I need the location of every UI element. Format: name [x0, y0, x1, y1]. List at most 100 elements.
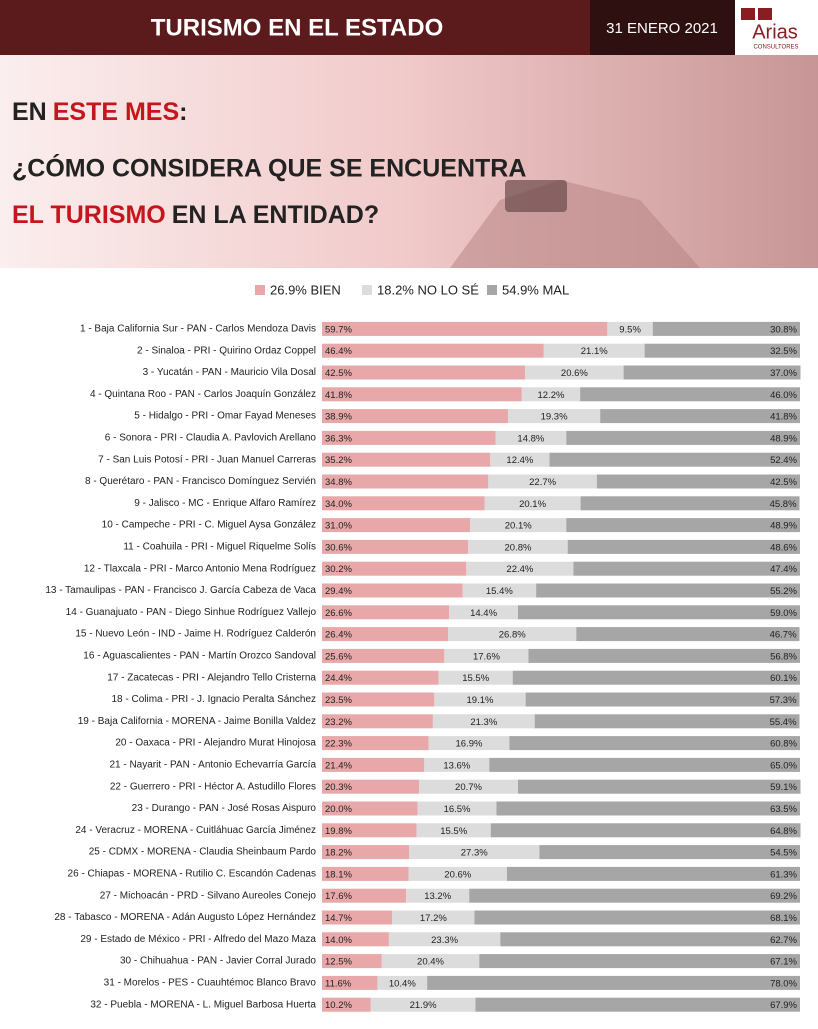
- legend-swatch: [255, 285, 265, 295]
- value-label: 56.8%: [770, 651, 797, 662]
- bar-segment: [322, 866, 409, 881]
- category-label: 1 - Baja California Sur - PAN - Carlos M…: [80, 324, 316, 335]
- category-label: 26 - Chiapas - MORENA - Rutilio C. Escan…: [68, 869, 316, 880]
- value-label: 21.1%: [581, 346, 608, 357]
- bar-segment: [475, 997, 800, 1012]
- bar-segment: [566, 430, 800, 445]
- logo-sub: CONSULTORES: [753, 45, 798, 51]
- category-label: 29 - Estado de México - PRI - Alfredo de…: [80, 934, 316, 945]
- value-label: 17.6%: [473, 651, 500, 662]
- legend-label: 54.9% MAL: [502, 282, 569, 297]
- bar-segment: [322, 518, 471, 533]
- value-label: 34.0%: [325, 499, 352, 510]
- bar-segment: [322, 409, 508, 424]
- bar-segment: [449, 605, 518, 620]
- bar-segment: [525, 365, 624, 380]
- value-label: 48.9%: [770, 521, 797, 532]
- value-label: 41.8%: [770, 412, 797, 423]
- question-line: ¿CÓMO CONSIDERA QUE SE ENCUENTRA: [12, 153, 526, 183]
- value-label: 22.3%: [325, 739, 352, 750]
- value-label: 26.4%: [325, 630, 352, 641]
- value-label: 64.8%: [770, 826, 797, 837]
- bar-segment: [322, 430, 496, 445]
- value-label: 69.2%: [770, 891, 797, 902]
- value-label: 22.4%: [506, 564, 533, 575]
- value-label: 14.7%: [325, 913, 352, 924]
- bar-segment: [322, 670, 439, 685]
- value-label: 41.8%: [325, 390, 352, 401]
- category-label: 8 - Querétaro - PAN - Francisco Domíngue…: [85, 476, 316, 487]
- category-label: 5 - Hidalgo - PRI - Omar Fayad Meneses: [134, 411, 316, 422]
- value-label: 68.1%: [770, 913, 797, 924]
- question-line: EN ESTE MES:: [12, 98, 187, 126]
- bar-segment: [438, 670, 513, 685]
- category-label: 16 - Aguascalientes - PAN - Martín Orozc…: [83, 651, 316, 662]
- legend-label: 26.9% BIEN: [270, 282, 341, 297]
- bar-segment: [322, 714, 433, 729]
- category-label: 28 - Tabasco - MORENA - Adán Augusto Lóp…: [54, 912, 316, 923]
- bar-segment: [580, 387, 800, 402]
- value-label: 61.3%: [770, 869, 797, 880]
- category-label: 32 - Puebla - MORENA - L. Miguel Barbosa…: [90, 999, 316, 1010]
- bar-segment: [507, 409, 601, 424]
- bar-segment: [370, 997, 476, 1012]
- bar-segment: [322, 343, 544, 358]
- bar-segment: [322, 932, 389, 947]
- bar-segment: [428, 736, 510, 751]
- value-label: 20.1%: [505, 521, 532, 532]
- value-label: 20.0%: [325, 804, 352, 815]
- date: 31 ENERO 2021: [606, 20, 718, 37]
- value-label: 63.5%: [770, 804, 797, 815]
- logo-icon: [741, 8, 755, 20]
- value-label: 65.0%: [770, 760, 797, 771]
- category-label: 31 - Morelos - PES - Cuauhtémoc Blanco B…: [104, 978, 317, 989]
- question-text: :: [179, 98, 187, 126]
- value-label: 17.6%: [325, 891, 352, 902]
- value-label: 20.6%: [444, 869, 471, 880]
- value-label: 62.7%: [770, 935, 797, 946]
- value-label: 52.4%: [770, 455, 797, 466]
- bar-segment: [462, 583, 537, 598]
- bar-segment: [322, 757, 425, 772]
- bar-segment: [381, 954, 480, 969]
- category-label: 25 - CDMX - MORENA - Claudia Sheinbaum P…: [89, 847, 317, 858]
- category-label: 20 - Oaxaca - PRI - Alejandro Murat Hino…: [115, 738, 316, 749]
- value-label: 21.4%: [325, 760, 352, 771]
- value-label: 14.0%: [325, 935, 352, 946]
- bar-segment: [322, 648, 445, 663]
- bar-segment: [322, 474, 489, 489]
- value-label: 59.1%: [770, 782, 797, 793]
- bar-segment: [549, 452, 800, 467]
- question-text: EN: [12, 98, 47, 126]
- value-label: 36.3%: [325, 433, 352, 444]
- value-label: 30.2%: [325, 564, 352, 575]
- bar-segment: [517, 779, 801, 794]
- bar-segment: [567, 539, 800, 554]
- bar-segment: [427, 975, 800, 990]
- bar-segment: [623, 365, 801, 380]
- title: TURISMO EN EL ESTADO: [151, 14, 443, 41]
- bar-segment: [322, 845, 409, 860]
- category-label: 17 - Zacatecas - PRI - Alejandro Tello C…: [107, 672, 316, 683]
- bar-segment: [495, 430, 567, 445]
- value-label: 18.2%: [325, 848, 352, 859]
- category-label: 24 - Veracruz - MORENA - Cuitláhuac Garc…: [75, 825, 316, 836]
- bar-segment: [322, 539, 469, 554]
- category-label: 21 - Nayarit - PAN - Antonio Echevarría …: [109, 760, 316, 771]
- value-label: 15.5%: [462, 673, 489, 684]
- value-label: 10.4%: [389, 978, 416, 989]
- value-label: 24.4%: [325, 673, 352, 684]
- value-label: 55.2%: [770, 586, 797, 597]
- value-label: 59.7%: [325, 324, 352, 335]
- category-label: 23 - Durango - PAN - José Rosas Aispuro: [132, 803, 317, 814]
- logo-icon: [758, 8, 772, 20]
- value-label: 23.5%: [325, 695, 352, 706]
- category-label: 10 - Campeche - PRI - C. Miguel Aysa Gon…: [102, 520, 316, 531]
- category-label: 6 - Sonora - PRI - Claudia A. Pavlovich …: [105, 433, 317, 444]
- bar-segment: [500, 932, 800, 947]
- value-label: 45.8%: [770, 499, 797, 510]
- bar-segment: [573, 561, 800, 576]
- value-label: 21.3%: [470, 717, 497, 728]
- value-label: 17.2%: [420, 913, 447, 924]
